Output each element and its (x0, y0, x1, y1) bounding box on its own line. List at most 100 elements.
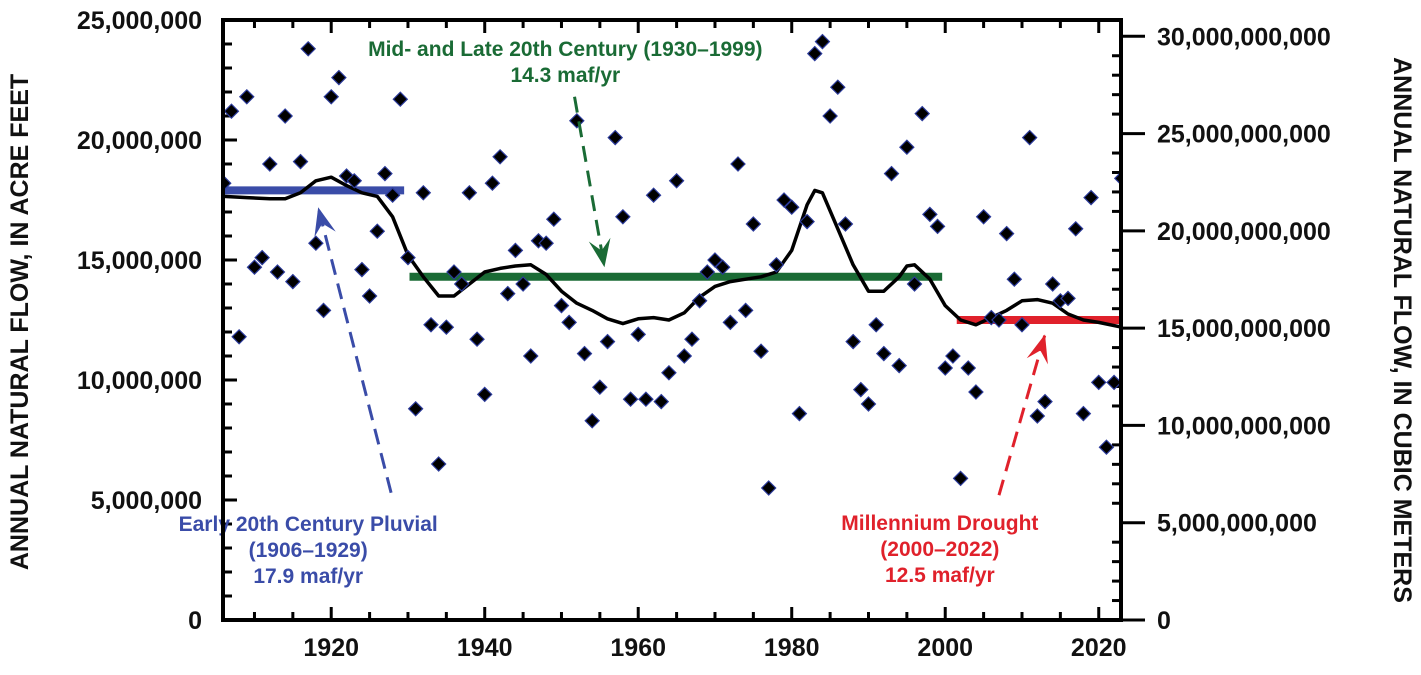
data-point (261, 156, 278, 172)
data-point (592, 379, 608, 396)
data-point (407, 400, 424, 417)
data-point (937, 360, 954, 376)
data-point (430, 456, 447, 472)
data-point (231, 328, 247, 345)
data-point (284, 273, 301, 290)
data-point (223, 103, 240, 120)
data-point (899, 139, 915, 156)
data-point (638, 391, 654, 408)
data-point (545, 211, 562, 228)
data-point (730, 156, 746, 172)
y-axis-title-right: ANNUAL NATURAL FLOW, IN CUBIC METERS (1388, 57, 1416, 603)
data-point (791, 405, 808, 422)
data-point (315, 302, 332, 319)
data-point (522, 348, 539, 364)
data-point (576, 345, 593, 362)
data-point (891, 357, 908, 374)
data-point (1021, 129, 1038, 146)
data-point (538, 235, 554, 252)
data-point (599, 333, 616, 350)
data-point (323, 88, 340, 105)
data-point (691, 292, 708, 309)
y-tick-label-right: 15,000,000,000 (1157, 315, 1331, 343)
smoothed-flow-line (223, 175, 1122, 329)
data-point (1006, 271, 1023, 288)
data-points (223, 33, 1122, 496)
data-point (914, 105, 931, 122)
data-point (945, 348, 961, 364)
annotations: Early 20th Century Pluvial (1906–1929) 17.… (179, 38, 1039, 588)
data-point (568, 112, 585, 129)
data-point (507, 242, 524, 259)
data-point (783, 199, 800, 216)
y-axis-title-left: ANNUAL NATURAL FLOW, IN ACRE FEET (6, 74, 34, 570)
data-point (1090, 374, 1107, 391)
period-mean-lines (223, 186, 1120, 324)
data-point (1014, 316, 1030, 333)
y-tick-label-right: 25,000,000,000 (1157, 121, 1331, 149)
data-point (361, 288, 378, 304)
data-point (699, 264, 716, 280)
data-point (331, 69, 347, 86)
mid-late-arrow-head (588, 237, 611, 268)
axes-ticks (223, 20, 1145, 622)
x-tick-label: 2000 (917, 634, 973, 662)
data-point (469, 331, 485, 348)
data-point (300, 40, 317, 57)
data-point (645, 187, 662, 204)
y-tick-labels-right: 0 5,000,000,000 10,000,000,000 15,000,000,0… (1157, 23, 1331, 635)
y-tick-label-left: 0 (188, 607, 202, 635)
data-point (415, 184, 432, 201)
data-point (722, 314, 739, 331)
data-point (615, 208, 631, 225)
y-tick-label-right: 5,000,000,000 (1157, 510, 1317, 538)
data-point (745, 216, 762, 232)
data-point (760, 480, 777, 496)
data-point (453, 276, 470, 292)
data-point (622, 391, 639, 408)
data-point (799, 213, 815, 230)
data-point (991, 312, 1007, 328)
x-tick-label: 1940 (457, 634, 513, 662)
y-tick-label-right: 10,000,000,000 (1157, 412, 1331, 440)
data-point (883, 165, 900, 182)
data-point (400, 249, 416, 266)
pluvial-label-line: Early 20th Century Pluvial (179, 513, 438, 536)
data-point (1029, 408, 1046, 424)
data-point (277, 108, 294, 124)
data-point (960, 360, 977, 376)
data-point (975, 208, 992, 225)
pluvial-arrow-shaft (316, 206, 393, 494)
data-point (906, 276, 923, 292)
drought-arrow-shaft (997, 333, 1047, 496)
data-point (292, 153, 309, 170)
data-point (829, 79, 846, 96)
data-point (1060, 290, 1076, 307)
drought-label-line: Millennium Drought (841, 512, 1038, 535)
data-point (561, 314, 578, 331)
y-tick-labels-left: 0 5,000,000 10,000,000 15,000,000 20,000,000… (77, 7, 202, 635)
x-tick-label: 1920 (303, 634, 359, 662)
drought-label-line: 12.5 maf/yr (885, 564, 995, 587)
data-point (346, 172, 363, 189)
x-tick-label: 1980 (764, 634, 820, 662)
data-point (553, 297, 570, 314)
data-point (922, 206, 938, 223)
data-point (998, 225, 1015, 242)
data-point (515, 276, 531, 292)
data-point (1075, 405, 1092, 422)
pluvial-label-line: (1906–1929) (249, 539, 368, 562)
data-point (653, 393, 670, 410)
data-point (1098, 439, 1115, 456)
data-point (768, 256, 785, 273)
drought-label-line: (2000–2022) (880, 538, 999, 561)
data-point (1037, 393, 1053, 410)
data-point (929, 218, 946, 235)
data-point (377, 165, 393, 182)
data-point (776, 192, 792, 208)
data-point (707, 252, 723, 268)
data-point (499, 285, 516, 302)
data-point (269, 264, 286, 280)
data-point (392, 91, 409, 108)
data-point (438, 319, 455, 336)
